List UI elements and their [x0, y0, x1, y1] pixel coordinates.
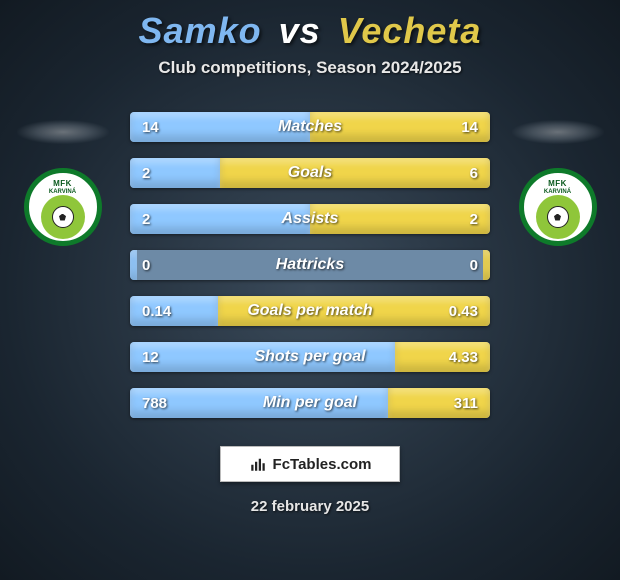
- stat-row: Min per goal788 311: [130, 388, 490, 418]
- comparison-card: Samko vs Vecheta Club competitions, Seas…: [0, 0, 620, 580]
- subtitle: Club competitions, Season 2024/2025: [0, 58, 620, 78]
- stat-label: Min per goal: [130, 388, 490, 418]
- stat-row: Goals per match0.140.43: [130, 296, 490, 326]
- club-name: MFK: [548, 179, 567, 188]
- stat-value-right: 2: [458, 204, 490, 234]
- stat-value-right: 311: [442, 388, 490, 418]
- stat-value-left: 14: [130, 112, 171, 142]
- player1-club-badge: MFK KARVINÁ: [24, 168, 102, 246]
- title: Samko vs Vecheta: [0, 10, 620, 52]
- stat-label: Hattricks: [130, 250, 490, 280]
- player1-name: Samko: [139, 10, 262, 51]
- source-text: FcTables.com: [273, 456, 372, 473]
- stat-row: Goals2 6: [130, 158, 490, 188]
- stat-row: Matches14 14: [130, 112, 490, 142]
- ball-icon: [52, 206, 74, 228]
- left-side: MFK KARVINÁ: [5, 112, 120, 246]
- date: 22 february 2025: [0, 498, 620, 515]
- stat-label: Goals: [130, 158, 490, 188]
- stat-value-left: 12: [130, 342, 171, 372]
- columns: MFK KARVINÁ Matches1414Goals26Assists22H…: [0, 112, 620, 418]
- stat-bars: Matches1414Goals26Assists22Hattricks00Go…: [130, 112, 490, 418]
- player2-name: Vecheta: [338, 10, 482, 51]
- source-badge[interactable]: FcTables.com: [220, 446, 400, 482]
- ball-icon: [547, 206, 569, 228]
- stat-value-left: 2: [130, 204, 162, 234]
- stat-value-left: 2: [130, 158, 162, 188]
- stat-value-right: 6: [458, 158, 490, 188]
- stat-value-right: 4.33: [437, 342, 490, 372]
- stat-row: Assists2 2: [130, 204, 490, 234]
- player2-club-badge: MFK KARVINÁ: [519, 168, 597, 246]
- stat-value-right: 14: [449, 112, 490, 142]
- player2-photo-placeholder: [512, 120, 604, 144]
- stat-label: Assists: [130, 204, 490, 234]
- stat-value-left: 788: [130, 388, 179, 418]
- stat-value-right: 0.43: [437, 296, 490, 326]
- stat-value-left: 0.14: [130, 296, 183, 326]
- stat-row: Hattricks0 0: [130, 250, 490, 280]
- chart-icon: [249, 455, 267, 473]
- stat-row: Shots per goal124.33: [130, 342, 490, 372]
- right-side: MFK KARVINÁ: [500, 112, 615, 246]
- stat-value-left: 0: [130, 250, 162, 280]
- stat-label: Matches: [130, 112, 490, 142]
- player1-photo-placeholder: [17, 120, 109, 144]
- vs-label: vs: [279, 10, 321, 51]
- stat-value-right: 0: [458, 250, 490, 280]
- club-name: MFK: [53, 179, 72, 188]
